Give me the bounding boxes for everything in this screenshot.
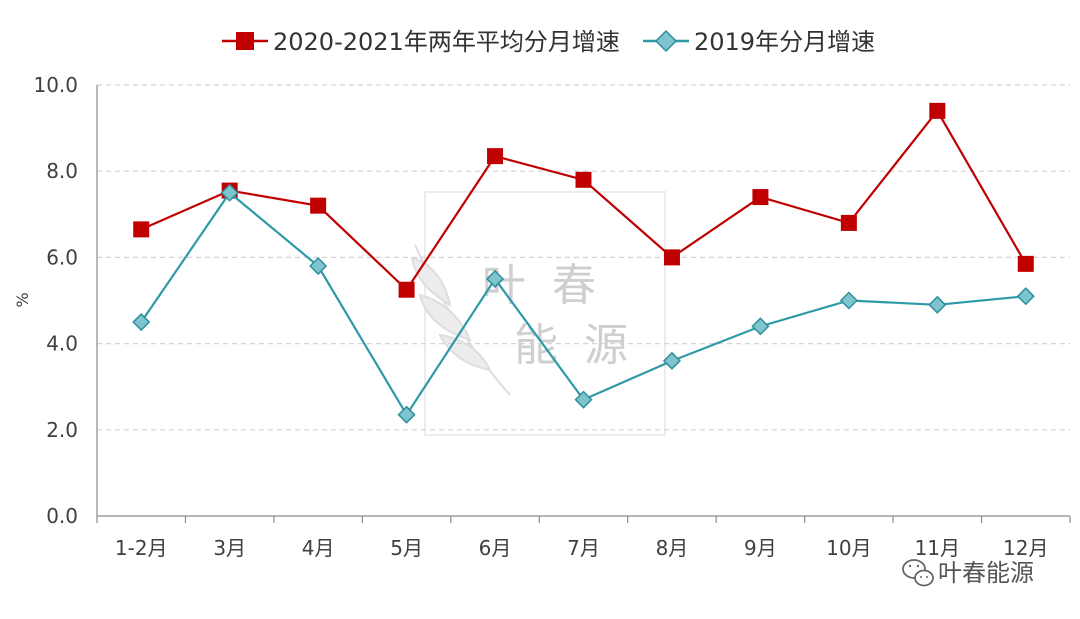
data-point-series-2	[397, 405, 416, 424]
y-tick-label: 8.0	[46, 159, 78, 183]
data-point-series-2	[485, 269, 505, 289]
y-tick-label: 6.0	[46, 245, 78, 269]
wechat-icon	[902, 559, 934, 587]
y-tick-label: 0.0	[46, 504, 78, 528]
x-tick-label: 1-2月	[115, 536, 168, 560]
data-point-series-2	[574, 390, 593, 409]
x-tick-label: 10月	[826, 536, 871, 560]
data-point-series-2	[928, 295, 947, 314]
data-point-series-2	[839, 291, 858, 310]
data-point-series-1	[1017, 255, 1034, 272]
x-tick-label: 11月	[915, 536, 960, 560]
legend-label-series-2: 2019年分月增速	[694, 28, 875, 56]
x-tick-label: 6月	[479, 536, 512, 560]
data-point-series-1	[310, 197, 327, 214]
brand: 叶春能源	[902, 559, 1034, 587]
y-tick-label: 2.0	[46, 418, 78, 442]
data-point-series-1	[840, 214, 857, 231]
series-1	[133, 102, 1034, 298]
series-2	[132, 183, 1035, 424]
x-tick-label: 9月	[744, 536, 777, 560]
brand-label: 叶春能源	[938, 559, 1034, 587]
gridlines	[97, 84, 1070, 431]
data-point-series-1	[663, 249, 680, 266]
data-point-series-2	[662, 351, 682, 370]
data-point-series-1	[752, 189, 769, 206]
data-point-series-1	[487, 148, 504, 165]
y-axis-unit-label: %	[13, 292, 32, 307]
watermark-frame	[424, 191, 666, 436]
x-tick-label: 8月	[656, 536, 689, 560]
data-point-series-2	[751, 317, 770, 336]
legend: 2020-2021年两年平均分月增速 2019年分月增速	[222, 28, 875, 56]
y-tick-label: 10.0	[33, 73, 78, 97]
x-tick-label: 12月	[1003, 536, 1048, 560]
x-axis: 1-2月 3月 4月 5月 6月 7月 8月 9月 10月 11月 12月	[96, 515, 1071, 560]
watermark-line2: 能 源	[514, 320, 634, 371]
data-point-series-1	[398, 281, 415, 298]
y-tick-label: 4.0	[46, 332, 78, 356]
legend-marker-series-2	[654, 29, 678, 53]
data-point-series-2	[1016, 287, 1035, 306]
x-tick-label: 5月	[390, 536, 423, 560]
data-point-series-2	[309, 256, 328, 276]
y-axis: 0.0 2.0 4.0 6.0 8.0 10.0	[33, 73, 98, 528]
data-point-series-1	[929, 102, 946, 119]
series-layer	[132, 102, 1035, 424]
legend-marker-series-1	[236, 32, 254, 50]
data-point-series-1	[133, 221, 150, 238]
watermark: 叶 春 能 源	[410, 191, 666, 436]
x-tick-label: 7月	[567, 536, 600, 560]
legend-item-series-2: 2019年分月增速	[643, 28, 875, 56]
legend-label-series-1: 2020-2021年两年平均分月增速	[273, 28, 620, 56]
legend-item-series-1: 2020-2021年两年平均分月增速	[222, 28, 620, 56]
data-point-series-2	[220, 183, 239, 202]
x-tick-label: 4月	[302, 536, 335, 560]
data-point-series-2	[132, 312, 151, 332]
data-point-series-1	[575, 171, 592, 188]
x-tick-label: 3月	[213, 536, 246, 560]
